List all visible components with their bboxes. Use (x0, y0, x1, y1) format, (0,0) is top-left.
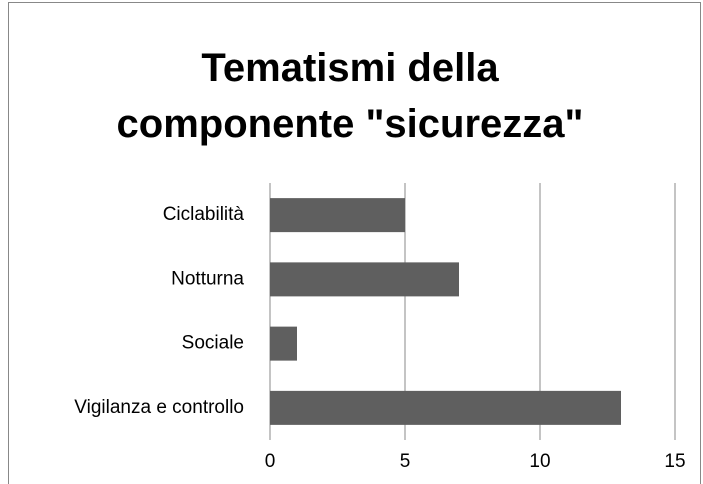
y-tick-label: Sociale (182, 333, 244, 354)
bar (270, 262, 459, 297)
bar (270, 198, 405, 233)
x-tick-label: 0 (265, 451, 276, 472)
chart-title: Tematismi della componente "sicurezza" (116, 46, 584, 146)
x-tick-label: 10 (529, 451, 550, 472)
bar (270, 390, 621, 425)
bar (270, 326, 297, 361)
y-tick-label: Vigilanza e controllo (74, 397, 244, 418)
x-tick-label: 15 (664, 451, 685, 472)
x-tick-label: 5 (400, 451, 411, 472)
y-tick-label: Notturna (171, 268, 244, 289)
y-tick-label: Ciclabilità (163, 204, 245, 225)
chart-border (8, 2, 701, 484)
